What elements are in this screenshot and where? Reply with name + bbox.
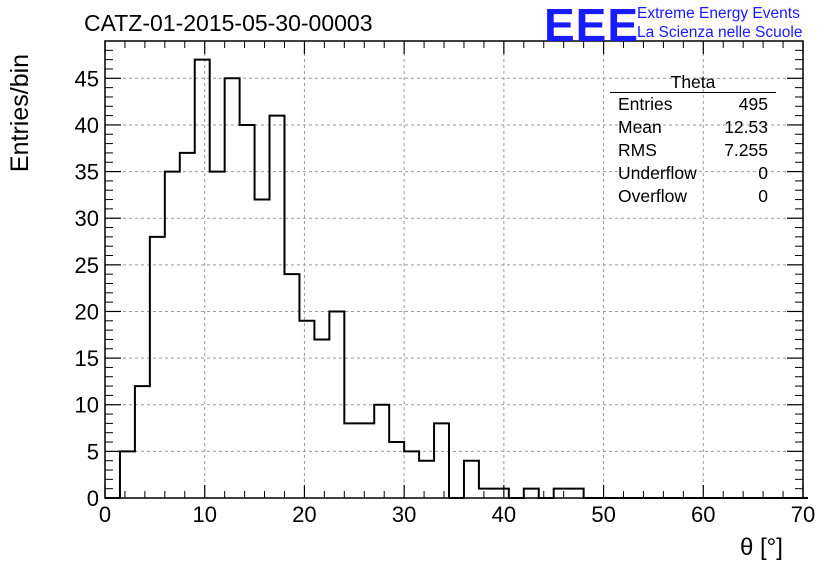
stats-value: 7.255	[724, 140, 768, 160]
stats-label: Underflow	[618, 163, 697, 183]
y-tick-label: 15	[75, 346, 99, 371]
histogram-bin	[225, 78, 240, 498]
stats-value: 0	[758, 163, 768, 183]
plot-frame	[104, 40, 804, 499]
stats-label: Entries	[618, 94, 673, 114]
x-tick-label: 70	[791, 502, 815, 527]
histogram-bin	[389, 442, 404, 498]
stats-title: Theta	[610, 72, 776, 93]
logo-caption: Extreme Energy Events La Scienza nelle S…	[637, 4, 802, 42]
tick-labels: 0 10 20 30 40 50 60 70 0 5 10 15 20 25 30 35 40 45	[75, 66, 816, 527]
histogram-bin	[569, 489, 584, 498]
y-tick-label: 45	[75, 66, 99, 91]
histogram-bin	[270, 116, 285, 498]
histogram-bin	[255, 200, 270, 498]
y-tick-label: 5	[87, 439, 99, 464]
histogram-bin	[524, 489, 539, 498]
y-tick-label: 35	[75, 160, 99, 185]
stats-label: Overflow	[618, 186, 688, 206]
histogram-bin	[240, 125, 255, 498]
histogram-bin	[314, 339, 329, 498]
y-tick-label: 30	[75, 206, 99, 231]
stats-label: RMS	[618, 140, 657, 160]
y-tick-label: 10	[75, 393, 99, 418]
x-tick-label: 20	[292, 502, 316, 527]
histogram-bin	[494, 489, 509, 498]
histogram-bin	[479, 489, 494, 498]
stats-value: 12.53	[724, 117, 768, 137]
histogram-bin	[419, 461, 434, 498]
histogram-bin	[299, 321, 314, 498]
histogram-bin	[329, 311, 344, 498]
histogram-bin	[135, 386, 150, 498]
eee-logo: EEE	[544, 0, 640, 51]
histogram-bin	[150, 237, 165, 498]
histogram-bin	[344, 423, 359, 498]
stats-row: Mean 12.53	[610, 116, 776, 139]
x-tick-label: 10	[192, 502, 216, 527]
stats-row: Entries 495	[610, 93, 776, 116]
x-tick-label: 50	[591, 502, 615, 527]
stats-row: Underflow 0	[610, 162, 776, 185]
stats-row: Overflow 0	[610, 185, 776, 208]
histogram-bin	[359, 423, 374, 498]
y-axis-label: Entries/bin	[6, 53, 34, 173]
stats-box: Theta Entries 495 Mean 12.53 RMS 7.255 U…	[610, 72, 776, 208]
chart-title: CATZ-01-2015-05-30-00003	[84, 10, 373, 36]
histogram-bin	[434, 423, 449, 498]
x-tick-label: 60	[691, 502, 715, 527]
stats-row: RMS 7.255	[610, 139, 776, 162]
histogram-bin	[284, 274, 299, 498]
histogram-bin	[464, 461, 479, 498]
logo-line-2: La Scienza nelle Scuole	[637, 24, 803, 41]
histogram-bin	[120, 451, 135, 498]
histogram-bin	[404, 451, 419, 498]
y-tick-label: 0	[87, 486, 99, 511]
y-tick-label: 40	[75, 113, 99, 138]
stats-value: 0	[758, 186, 768, 206]
stats-value: 495	[738, 94, 768, 114]
x-axis-label: θ [°]	[740, 534, 783, 561]
x-tick-label: 40	[492, 502, 516, 527]
y-tick-label: 25	[75, 253, 99, 278]
logo-line-1: Extreme Energy Events	[637, 5, 800, 22]
y-tick-label: 20	[75, 299, 99, 324]
grid-lines	[105, 41, 803, 498]
histogram-bin	[180, 153, 195, 498]
histogram-bin	[554, 489, 569, 498]
x-tick-label: 30	[392, 502, 416, 527]
histogram-bin	[210, 172, 225, 498]
stats-label: Mean	[618, 117, 662, 137]
x-tick-label: 0	[99, 502, 111, 527]
histogram-bin	[165, 172, 180, 498]
